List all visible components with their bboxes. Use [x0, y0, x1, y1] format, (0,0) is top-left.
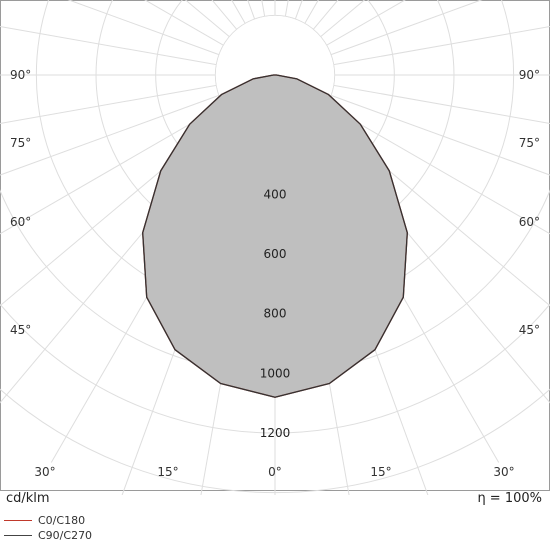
angle-label-bottom-4: 30°	[493, 465, 514, 479]
angle-label-right-2: 60°	[519, 215, 540, 229]
spoke--60	[0, 104, 224, 235]
legend-item-c90: C90/C270	[4, 529, 92, 542]
ring-label-1000: 1000	[260, 366, 291, 380]
ring-label-1200: 1200	[260, 426, 291, 440]
angle-label-bottom-1: 15°	[157, 465, 178, 479]
angle-label-bottom-3: 15°	[370, 465, 391, 479]
axis-labels: 400 600 800 1000 1200 90° 75° 60° 45° 90° 75° 60° 45…	[10, 68, 540, 479]
spoke-60	[326, 104, 550, 235]
angle-label-left-3: 45°	[10, 323, 31, 337]
angle-label-left-0: 90°	[10, 68, 31, 82]
legend-label-c0: C0/C180	[38, 514, 86, 527]
spoke-120	[326, 0, 406, 46]
spoke--70	[0, 94, 220, 176]
legend-swatch-c90	[4, 535, 32, 536]
angle-label-right-1: 75°	[519, 136, 540, 150]
spoke-70	[330, 94, 550, 176]
legend-swatch-c0	[4, 520, 32, 521]
efficiency-label: η = 100%	[477, 491, 542, 506]
intensity-curves	[142, 74, 408, 398]
spoke-80	[333, 84, 550, 124]
ring-label-400: 400	[264, 187, 287, 201]
legend-item-c0: C0/C180	[4, 514, 85, 527]
curve-C90-C270	[142, 74, 408, 398]
spoke--80	[0, 84, 217, 124]
spoke-110	[330, 0, 483, 56]
angle-label-right-0: 90°	[519, 68, 540, 82]
ring-label-800: 800	[264, 307, 287, 321]
spoke--120	[144, 0, 224, 46]
polar-intensity-chart: 400 600 800 1000 1200 90° 75° 60° 45° 90° 75° 60° 45…	[0, 0, 550, 495]
angle-label-bottom-0: 30°	[34, 465, 55, 479]
angle-label-bottom-2: 0°	[268, 465, 282, 479]
ring-label-600: 600	[264, 247, 287, 261]
unit-label: cd/klm	[6, 491, 50, 506]
angle-label-left-1: 75°	[10, 136, 31, 150]
legend-label-c90: C90/C270	[38, 529, 93, 542]
spoke-100	[333, 26, 550, 66]
spoke--100	[0, 26, 217, 66]
angle-label-right-3: 45°	[519, 323, 540, 337]
angle-label-left-2: 60°	[10, 215, 31, 229]
spoke--110	[67, 0, 220, 56]
